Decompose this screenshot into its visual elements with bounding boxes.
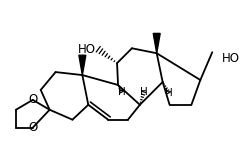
Text: O: O <box>28 121 37 134</box>
Text: H: H <box>118 87 126 97</box>
Polygon shape <box>79 55 86 75</box>
Text: HO: HO <box>222 52 240 65</box>
Text: H: H <box>140 87 148 97</box>
Text: HO: HO <box>78 43 96 56</box>
Text: H: H <box>165 88 172 98</box>
Text: O: O <box>28 93 37 106</box>
Polygon shape <box>153 33 160 53</box>
